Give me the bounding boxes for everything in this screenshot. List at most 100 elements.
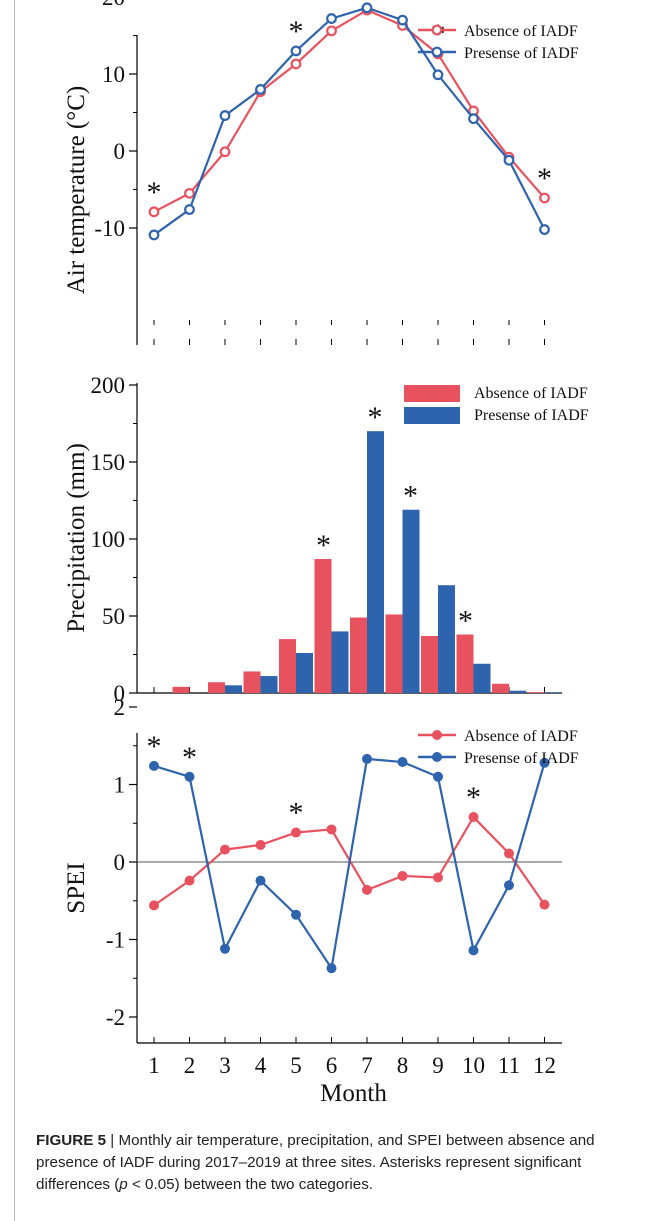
bar-presence <box>331 631 349 693</box>
y-tick-label: -2 <box>106 1005 125 1030</box>
figure-label: FIGURE 5 <box>36 1132 107 1149</box>
data-point <box>433 771 443 782</box>
data-point <box>326 13 337 24</box>
bar-presence <box>225 685 242 693</box>
bar-presence <box>544 692 562 693</box>
data-point <box>148 206 160 218</box>
x-tick-label: 12 <box>533 1053 556 1078</box>
data-point <box>255 875 266 886</box>
series-line-absence <box>153 8 546 213</box>
data-point <box>539 192 550 204</box>
data-point <box>361 2 373 14</box>
data-point <box>468 113 479 125</box>
legend-marker <box>432 730 442 740</box>
y-axis-label: Air temperature (°C) <box>63 86 90 295</box>
significance-asterisk: * <box>147 176 162 209</box>
series-line-presence <box>153 757 546 972</box>
y-tick-label: -10 <box>94 216 125 241</box>
y-tick-label: 0 <box>114 139 126 164</box>
legend-label: Absence of IADF <box>464 23 578 40</box>
data-point <box>255 839 266 850</box>
data-point <box>503 154 515 166</box>
bar-presence <box>296 652 313 693</box>
legend-label: Presense of IADF <box>464 750 579 767</box>
legend-swatch <box>404 385 460 402</box>
data-point <box>468 812 479 823</box>
bar-absence <box>421 636 438 693</box>
data-point <box>433 872 443 883</box>
bar-absence <box>385 614 403 693</box>
data-point <box>432 69 444 81</box>
data-point <box>255 83 266 95</box>
data-point <box>468 945 479 956</box>
data-point <box>149 760 159 771</box>
data-point <box>219 146 231 158</box>
legend-marker <box>432 752 442 762</box>
significance-asterisk: * <box>537 162 552 195</box>
data-point <box>326 824 337 835</box>
bar-absence <box>279 639 296 693</box>
legend-label: Absence of IADF <box>464 728 578 745</box>
caption-separator: | <box>106 1132 119 1149</box>
data-point <box>504 848 514 859</box>
data-point <box>220 844 230 855</box>
significance-asterisk: * <box>466 781 481 814</box>
bar-absence <box>350 617 367 693</box>
legend-marker <box>431 46 443 58</box>
data-point <box>397 757 408 768</box>
data-point <box>184 875 195 886</box>
data-point <box>184 771 195 782</box>
x-tick-label: 4 <box>255 1053 267 1078</box>
data-point <box>397 14 408 26</box>
bar-absence <box>243 671 261 693</box>
bar-presence <box>509 690 526 693</box>
significance-asterisk: * <box>403 480 418 513</box>
bar-presence <box>438 585 455 693</box>
data-point <box>326 25 337 37</box>
y-tick-label: 0 <box>114 681 126 706</box>
x-tick-label: 5 <box>290 1053 302 1078</box>
significance-asterisk: * <box>316 529 331 562</box>
significance-asterisk: * <box>182 741 197 774</box>
figure-caption: FIGURE 5 | Monthly air temperature, prec… <box>36 1130 636 1196</box>
data-point <box>220 943 230 954</box>
data-point <box>290 45 302 57</box>
bar-presence <box>260 676 278 693</box>
bar-absence <box>456 634 474 693</box>
significance-asterisk: * <box>458 604 473 637</box>
legend-swatch <box>404 407 460 424</box>
legend-label: Absence of IADF <box>474 385 588 402</box>
data-point <box>539 224 550 235</box>
data-point <box>291 909 301 920</box>
y-tick-label: 20 <box>102 0 125 10</box>
x-tick-label: 1 <box>148 1053 160 1078</box>
caption-p-symbol: p <box>119 1176 128 1193</box>
legend-label: Presense of IADF <box>474 407 589 424</box>
x-tick-label: 8 <box>397 1053 409 1078</box>
data-point <box>149 900 159 911</box>
legend: Absence of IADF Presense of IADF <box>418 728 579 767</box>
x-tick-label: 3 <box>219 1053 231 1078</box>
significance-asterisk: * <box>289 797 304 830</box>
bar-absence <box>172 686 190 693</box>
significance-asterisk: * <box>147 730 162 763</box>
data-point <box>290 58 302 70</box>
x-tick-label: 9 <box>432 1053 444 1078</box>
x-tick-label: 11 <box>498 1053 520 1078</box>
data-point <box>539 757 550 768</box>
bar-absence <box>527 692 545 693</box>
x-tick-label: 7 <box>361 1053 373 1078</box>
x-tick-label: 10 <box>462 1053 485 1078</box>
series-line-presence <box>153 6 546 236</box>
bar-presence <box>402 509 420 693</box>
significance-asterisk: * <box>368 401 383 434</box>
y-tick-label: 100 <box>91 527 126 552</box>
data-point <box>397 870 408 881</box>
data-point <box>504 880 514 891</box>
y-tick-label: 0 <box>114 850 126 875</box>
bar-presence <box>473 663 491 693</box>
bar-absence <box>314 559 332 693</box>
y-tick-label: -1 <box>106 928 125 953</box>
bar-absence <box>492 683 509 693</box>
